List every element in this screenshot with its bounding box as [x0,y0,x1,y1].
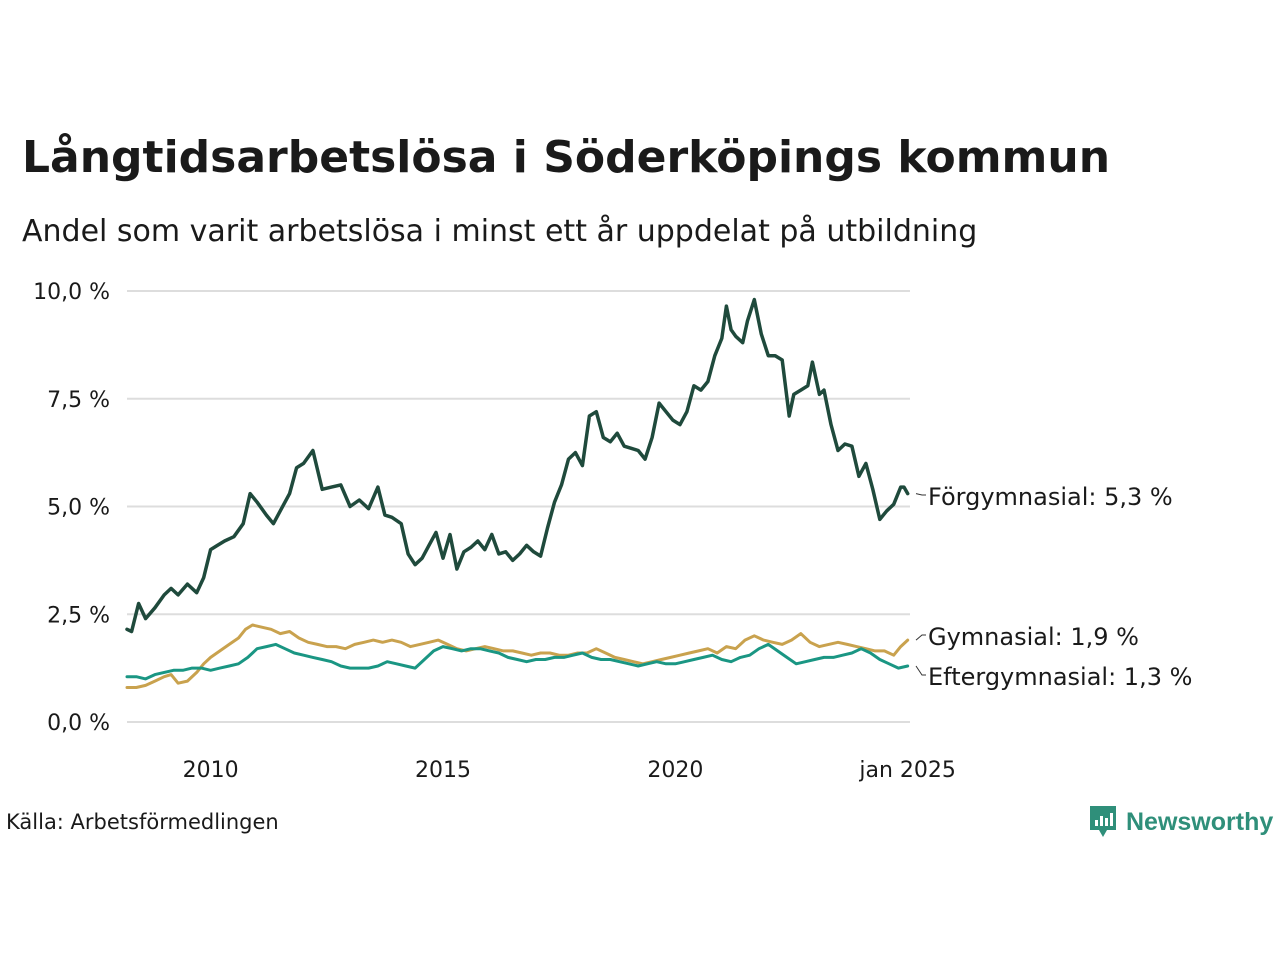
x-tick-label: 2010 [183,758,239,783]
brand-name: Newsworthy [1126,807,1274,836]
y-tick-label: 0,0 % [47,711,110,736]
x-tick-label: 2015 [415,758,471,783]
label-leader-line [915,665,926,676]
series-line-förgymnasial [125,297,910,634]
series-end-label: Gymnasial: 1,9 % [928,623,1139,651]
x-tick-label: jan 2025 [858,758,956,783]
chart-title: Långtidsarbetslösa i Söderköpings kommun [22,132,1111,183]
brand-logo[interactable]: Newsworthy [1088,804,1273,840]
gridlines [127,290,910,723]
y-tick-label: 7,5 % [47,388,110,413]
y-tick-label: 5,0 % [47,496,110,521]
chart-subtitle: Andel som varit arbetslösa i minst ett å… [22,214,978,249]
series-line-eftergymnasial [125,642,910,681]
series-line-gymnasial [125,623,910,689]
label-leader-line [915,634,926,641]
y-tick-label: 2,5 % [47,603,110,628]
y-axis: 0,0 % 2,5 % 5,0 % 7,5 % 10,0 % [33,280,110,736]
series-end-label: Förgymnasial: 5,3 % [928,483,1173,511]
x-axis: 2010 2015 2020 jan 2025 [183,758,956,783]
series-end-label: Eftergymnasial: 1,3 % [928,663,1192,691]
source-note: Källa: Arbetsförmedlingen [6,810,279,834]
label-leader-line [915,493,926,496]
series-lines [125,297,910,689]
series-end-labels: Förgymnasial: 5,3 % Gymnasial: 1,9 % Efter… [915,483,1192,691]
x-tick-label: 2020 [647,758,703,783]
y-tick-label: 10,0 % [33,280,110,305]
newsworthy-logo-icon [1090,806,1116,837]
